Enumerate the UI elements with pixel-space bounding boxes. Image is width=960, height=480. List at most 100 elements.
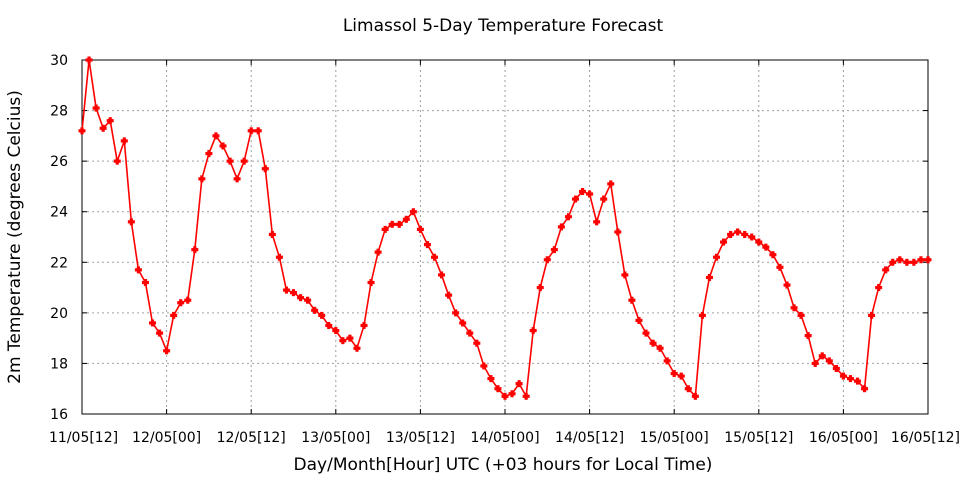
data-point — [261, 165, 269, 173]
data-point — [141, 279, 149, 287]
data-point — [868, 311, 876, 319]
data-point — [508, 390, 516, 398]
data-point — [677, 372, 685, 380]
data-point — [691, 392, 699, 400]
data-point — [839, 372, 847, 380]
data-points — [78, 56, 932, 400]
data-point — [896, 256, 904, 264]
data-point — [628, 296, 636, 304]
data-point — [395, 220, 403, 228]
data-point — [473, 339, 481, 347]
data-point — [550, 246, 558, 254]
data-point — [755, 238, 763, 246]
data-point — [579, 187, 587, 195]
data-point — [910, 258, 918, 266]
data-point — [713, 253, 720, 261]
data-point — [374, 248, 382, 256]
data-point — [557, 223, 565, 231]
data-point — [776, 263, 784, 271]
data-point — [720, 238, 728, 246]
data-point — [889, 258, 897, 266]
x-tick-label: 15/05[00] — [640, 430, 709, 446]
data-point — [275, 253, 283, 261]
data-point — [529, 327, 537, 335]
data-point — [381, 225, 389, 233]
x-tick-label: 13/05[12] — [386, 430, 455, 446]
data-point — [684, 385, 692, 393]
data-point — [536, 284, 544, 292]
data-point — [388, 220, 396, 228]
y-tick-label: 20 — [50, 306, 68, 322]
data-point — [515, 380, 523, 388]
data-point — [325, 322, 333, 329]
data-point — [219, 142, 227, 150]
data-point — [769, 251, 777, 259]
data-point — [917, 256, 925, 264]
data-point — [607, 180, 615, 188]
data-point — [543, 256, 551, 264]
data-point — [282, 286, 290, 294]
x-tick-label: 14/05[12] — [555, 430, 624, 446]
data-point — [903, 258, 911, 266]
data-point — [854, 377, 861, 385]
data-point — [564, 213, 572, 221]
data-point — [621, 271, 629, 279]
data-point — [656, 344, 664, 352]
data-point — [339, 337, 347, 345]
data-point — [783, 281, 791, 289]
data-point — [367, 279, 375, 287]
data-point — [790, 304, 798, 312]
data-point — [431, 253, 438, 261]
chart-title: Limassol 5-Day Temperature Forecast — [343, 16, 664, 36]
data-point — [304, 296, 312, 304]
y-tick-label: 28 — [50, 104, 68, 120]
data-point — [846, 375, 854, 383]
grid — [82, 60, 928, 414]
data-point — [818, 352, 826, 360]
data-point — [586, 190, 594, 198]
data-point — [127, 218, 135, 226]
data-point — [663, 357, 671, 365]
data-point — [113, 157, 121, 165]
data-point — [184, 296, 192, 304]
data-point — [85, 56, 93, 64]
data-point — [205, 150, 213, 158]
x-tick-label: 12/05[00] — [132, 430, 201, 446]
data-point — [797, 311, 805, 319]
data-point — [290, 289, 297, 297]
data-point — [452, 309, 460, 317]
data-point — [748, 233, 756, 241]
data-point — [734, 228, 742, 236]
x-tick-label: 14/05[00] — [470, 430, 539, 446]
x-axis-label: Day/Month[Hour] UTC (+03 hours for Local… — [294, 455, 713, 475]
data-point — [226, 157, 234, 165]
x-tick-label: 16/05[00] — [809, 430, 878, 446]
axis-ticks — [81, 59, 929, 415]
data-point — [233, 175, 241, 183]
data-point — [240, 157, 248, 165]
x-tick-label: 15/05[12] — [724, 430, 793, 446]
data-point — [134, 266, 142, 274]
data-point — [614, 228, 622, 236]
data-point — [318, 311, 326, 319]
data-point — [120, 137, 128, 145]
data-point — [149, 319, 156, 327]
data-point — [247, 127, 255, 135]
data-point — [832, 364, 840, 372]
data-point — [212, 132, 220, 140]
data-point — [191, 246, 199, 254]
data-point — [438, 271, 446, 279]
x-tick-label: 12/05[12] — [217, 430, 286, 446]
data-point — [445, 291, 453, 299]
data-point — [297, 294, 305, 302]
data-point — [346, 334, 354, 342]
data-point — [705, 273, 713, 281]
x-tick-label: 16/05[12] — [891, 430, 960, 446]
data-point — [409, 208, 417, 216]
data-point — [402, 215, 410, 223]
data-point — [459, 319, 467, 327]
data-point — [494, 385, 502, 393]
data-point — [804, 332, 812, 340]
data-point — [353, 344, 361, 352]
x-tick-label: 11/05[12] — [49, 430, 118, 446]
